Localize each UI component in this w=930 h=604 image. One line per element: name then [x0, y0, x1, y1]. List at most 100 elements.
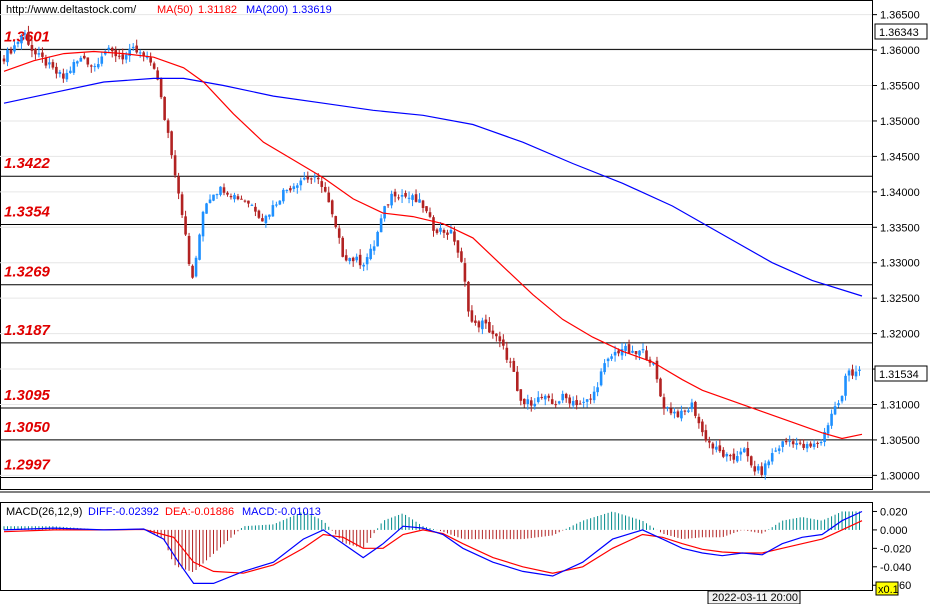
current-price-text: 1.31534 [879, 369, 919, 381]
price-tick-label: 1.36500 [880, 10, 920, 22]
candle-body [540, 396, 544, 398]
candle-body [669, 408, 673, 414]
candle-body [481, 320, 484, 330]
candle-body [589, 398, 592, 400]
candle-body [624, 345, 627, 351]
candle-body [9, 49, 13, 54]
candle-body [240, 198, 243, 200]
candle-body [449, 229, 453, 234]
candle-body [372, 246, 376, 251]
candle-body [6, 49, 9, 63]
candle-body [645, 350, 648, 360]
candle-body [121, 54, 125, 60]
candle-body [509, 361, 512, 363]
candle-body [124, 54, 128, 60]
candle-body [404, 193, 407, 197]
candle-body [805, 444, 809, 449]
candle-body [718, 445, 722, 452]
candle-body [749, 456, 753, 466]
candle-body [617, 350, 620, 354]
price-tick-label: 1.31000 [880, 399, 920, 411]
candle-body [152, 63, 156, 69]
candle-body [847, 370, 851, 376]
candle-body [470, 310, 474, 322]
candle-body [798, 442, 802, 444]
candle-body [697, 416, 701, 424]
candle-body [299, 180, 303, 186]
ma200-line [3, 77, 863, 297]
candle-body [376, 231, 379, 247]
candle-body [351, 257, 355, 262]
candle-body [208, 199, 212, 203]
candle-body [313, 176, 317, 178]
candle-body [830, 413, 833, 426]
candle-body [784, 441, 788, 443]
candle-body [222, 187, 226, 193]
candle-body [826, 425, 830, 434]
candle-body [746, 448, 750, 457]
macd-tick-label: 0.000 [880, 525, 908, 537]
candle-body [414, 194, 418, 202]
candle-body [110, 47, 114, 52]
candle-body [606, 358, 610, 362]
candle-body [421, 200, 425, 208]
candle-body [620, 349, 624, 356]
candle-body [453, 231, 456, 242]
level-label: 1.3422 [4, 155, 51, 172]
candle-body [585, 399, 589, 402]
ma200-label: MA(200) [246, 4, 288, 16]
ma200-value: 1.33619 [292, 4, 332, 16]
time-label-box [707, 590, 801, 604]
candle-body [397, 197, 400, 199]
candle-body [571, 400, 575, 406]
candle-body [729, 455, 732, 457]
candle-body [177, 176, 180, 194]
candle-body [344, 255, 348, 261]
candle-body [610, 356, 613, 359]
price-tick-label: 1.32000 [880, 329, 920, 341]
candle-body [554, 404, 558, 406]
candle-body [722, 449, 725, 457]
candle-body [16, 41, 20, 44]
candle-body [117, 55, 121, 57]
candle-body [557, 401, 561, 404]
candle-body [257, 210, 261, 218]
candle-body [488, 321, 491, 333]
level-label: 1.3269 [4, 264, 51, 281]
candle-body [519, 389, 523, 401]
candle-body [96, 64, 100, 68]
candle-body [463, 263, 467, 282]
level-label: 1.3095 [4, 387, 51, 404]
macd-tick-label: -0.020 [880, 543, 911, 555]
candle-body [627, 344, 631, 354]
macd-tick-label: -0.040 [880, 562, 911, 574]
candle-body [858, 369, 861, 371]
candle-body [226, 192, 229, 195]
candle-body [781, 441, 784, 447]
time-label-text: 2022-03-11 20:00 [712, 592, 798, 604]
candle-body [774, 450, 778, 452]
candle-body [355, 256, 358, 261]
candle-body [484, 319, 488, 324]
candle-body [62, 73, 65, 79]
candle-body [159, 78, 163, 98]
candle-body [254, 206, 257, 212]
candle-body [568, 397, 571, 404]
candle-body [638, 350, 641, 356]
candle-body [592, 391, 596, 401]
candle-body [275, 204, 278, 206]
candle-body [522, 398, 526, 405]
candle-body [442, 230, 446, 233]
macd-dea: DEA:-0.01886 [165, 506, 234, 518]
candle-body [93, 66, 97, 68]
price-tick-label: 1.34000 [880, 187, 920, 199]
candle-body [30, 45, 34, 51]
source-url[interactable]: http://www.deltastock.com/ [6, 4, 137, 16]
candle-body [198, 234, 201, 260]
diff-line [3, 510, 863, 584]
candle-body [107, 47, 111, 50]
candle-body [680, 410, 683, 419]
candle-body [596, 387, 599, 393]
macd-tick-label: 0.020 [880, 506, 908, 518]
